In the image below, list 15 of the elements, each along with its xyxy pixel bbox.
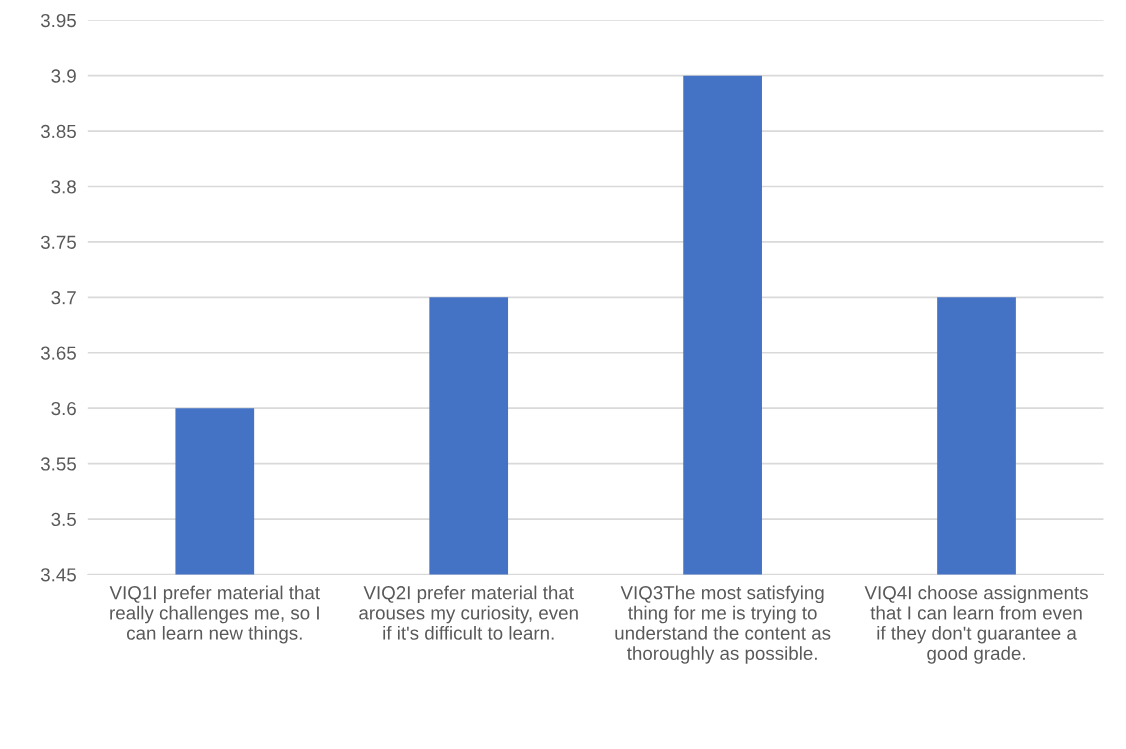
y-tick-label: 3.7 [51, 291, 76, 305]
y-tick-label: 3.75 [40, 235, 76, 249]
y-tick-label: 3.6 [51, 401, 76, 416]
x-tick-label: VIQ1I prefer material that really challenges me, so I can learn new things. [109, 585, 320, 644]
y-tick-label: 3.85 [40, 124, 76, 139]
y-tick-label: 3.45 [40, 568, 76, 582]
y-tick-label: 3.55 [40, 457, 76, 471]
y-tick-label: 3.8 [51, 180, 76, 194]
y-tick-label: 3.65 [40, 346, 76, 360]
x-tick-label: VIQ4I choose assignments that I can learn from even if they don't guarantee a good grade. [864, 585, 1088, 664]
y-tick-label: 3.9 [51, 69, 76, 83]
y-tick-label: 3.5 [51, 512, 76, 527]
y-tick-label: 3.95 [40, 13, 76, 28]
x-tick-label: VIQ2I prefer material that arouses my curiosity, even if it's difficult to learn. [359, 585, 578, 640]
x-tick-label: VIQ3The most satisfying thing for me is trying to understand the content as thoroughly as possible. [615, 585, 831, 664]
